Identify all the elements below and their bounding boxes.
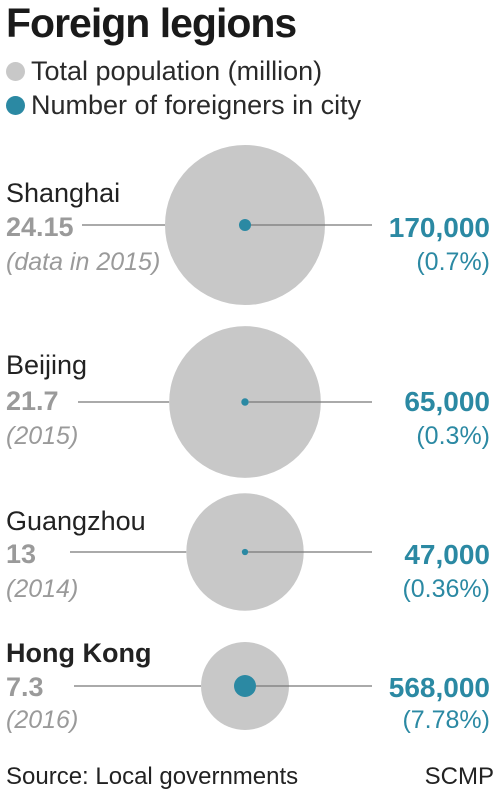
year-label-beijing: (2015) — [6, 422, 79, 450]
legend-label-population: Total population (million) — [31, 56, 323, 86]
foreigners-label-shanghai: 170,000 — [388, 212, 490, 243]
share-label-beijing: (0.3%) — [416, 422, 490, 450]
city-name-shanghai: Shanghai — [6, 178, 121, 208]
year-label-guangzhou: (2014) — [6, 575, 79, 603]
foreigners-dot-beijing — [241, 398, 249, 406]
legend-label-foreigners: Number of foreigners in city — [31, 90, 362, 120]
population-label-guangzhou: 13 — [6, 539, 37, 569]
share-label-hong-kong: (7.78%) — [402, 706, 490, 734]
credit-label: SCMP — [424, 763, 494, 790]
legend-item-foreigners: Number of foreigners in city — [6, 90, 361, 121]
foreigners-dot-shanghai — [238, 218, 252, 232]
foreigners-label-guangzhou: 47,000 — [404, 539, 490, 570]
city-name-beijing: Beijing — [6, 350, 88, 380]
foreigners-label-beijing: 65,000 — [404, 386, 490, 417]
population-label-shanghai: 24.15 — [6, 212, 74, 242]
share-label-shanghai: (0.7%) — [416, 248, 490, 276]
legend-swatch-foreigners — [6, 96, 25, 115]
foreigners-dot-guangzhou — [241, 548, 249, 556]
population-label-hong-kong: 7.3 — [6, 672, 44, 702]
foreigners-dot-hong-kong — [234, 675, 256, 697]
legend-item-population: Total population (million) — [6, 56, 322, 87]
population-label-beijing: 21.7 — [6, 386, 59, 416]
chart-title: Foreign legions — [6, 0, 297, 46]
year-label-shanghai: (data in 2015) — [6, 248, 161, 276]
year-label-hong-kong: (2016) — [6, 706, 79, 734]
city-name-hong-kong: Hong Kong — [6, 638, 152, 668]
foreigners-label-hong-kong: 568,000 — [388, 672, 490, 703]
city-name-guangzhou: Guangzhou — [6, 506, 146, 536]
source-note: Source: Local governments — [6, 763, 299, 790]
legend-swatch-population — [6, 62, 25, 81]
share-label-guangzhou: (0.36%) — [402, 575, 490, 603]
